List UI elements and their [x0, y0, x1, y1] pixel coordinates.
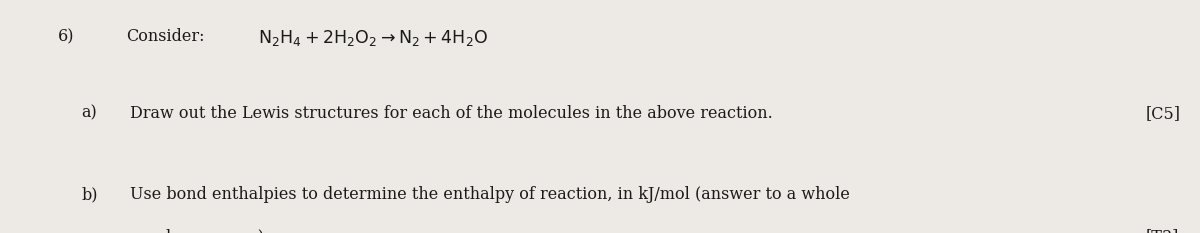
Text: Draw out the Lewis structures for each of the molecules in the above reaction.: Draw out the Lewis structures for each o…: [130, 105, 773, 122]
Text: $\mathregular{N_2H_4 + 2H_2O_2 \rightarrow N_2 + 4H_2O}$: $\mathregular{N_2H_4 + 2H_2O_2 \rightarr…: [258, 28, 488, 48]
Text: b): b): [82, 186, 98, 203]
Text: [C5]: [C5]: [1146, 105, 1181, 122]
Text: 6): 6): [58, 28, 74, 45]
Text: a): a): [82, 105, 97, 122]
Text: Consider:: Consider:: [126, 28, 204, 45]
Text: number answer).: number answer).: [130, 228, 269, 233]
Text: Use bond enthalpies to determine the enthalpy of reaction, in kJ/mol (answer to : Use bond enthalpies to determine the ent…: [130, 186, 850, 203]
Text: [T3]: [T3]: [1146, 228, 1180, 233]
